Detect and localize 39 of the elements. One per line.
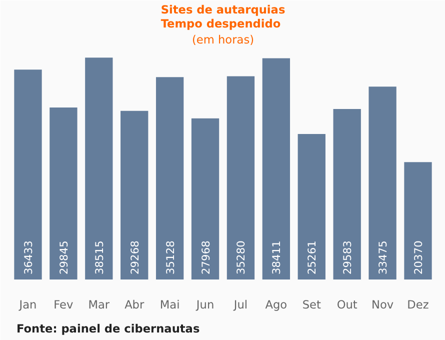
bar — [156, 77, 184, 280]
bar — [85, 58, 113, 280]
x-tick-label: Fev — [54, 298, 74, 312]
x-tick-label: Jan — [18, 298, 37, 312]
chart-title: Sites de autarquias Tempo despendido — [160, 2, 286, 30]
data-label: 29845 — [57, 240, 70, 274]
bar — [120, 110, 148, 280]
data-label: 29583 — [341, 240, 354, 274]
x-tick-label: Dez — [407, 298, 429, 312]
chart-subtitle: (em horas) — [192, 32, 254, 46]
data-label: 25261 — [306, 240, 319, 274]
data-label: 20370 — [412, 240, 425, 274]
source-note: Fonte: painel de cibernautas — [16, 322, 200, 336]
x-tick-label: Set — [302, 298, 322, 312]
x-tick-label: Jul — [232, 298, 248, 312]
data-label: 38411 — [270, 240, 284, 274]
data-label: 35280 — [234, 240, 248, 274]
bar — [404, 162, 432, 280]
data-label: 27968 — [199, 240, 212, 274]
x-tick-label: Mar — [88, 298, 110, 312]
bar — [368, 86, 396, 280]
x-tick-label: Abr — [124, 298, 145, 312]
data-label: 38515 — [92, 240, 106, 274]
bar — [50, 108, 78, 280]
bar — [333, 109, 361, 280]
x-tick-label: Jun — [195, 298, 214, 312]
bar — [14, 70, 42, 280]
data-label: 36433 — [22, 240, 35, 274]
data-label: 35128 — [164, 240, 177, 274]
x-tick-label: Nov — [371, 298, 394, 312]
x-tick-label: Mai — [160, 298, 180, 312]
data-label: 29268 — [128, 240, 142, 274]
bar — [191, 118, 220, 280]
bar — [226, 76, 255, 280]
x-tick-label: Out — [336, 298, 358, 312]
x-tick-label: Ago — [265, 298, 288, 312]
bar — [262, 58, 290, 280]
data-label: 33475 — [376, 240, 390, 274]
bar — [298, 134, 326, 280]
